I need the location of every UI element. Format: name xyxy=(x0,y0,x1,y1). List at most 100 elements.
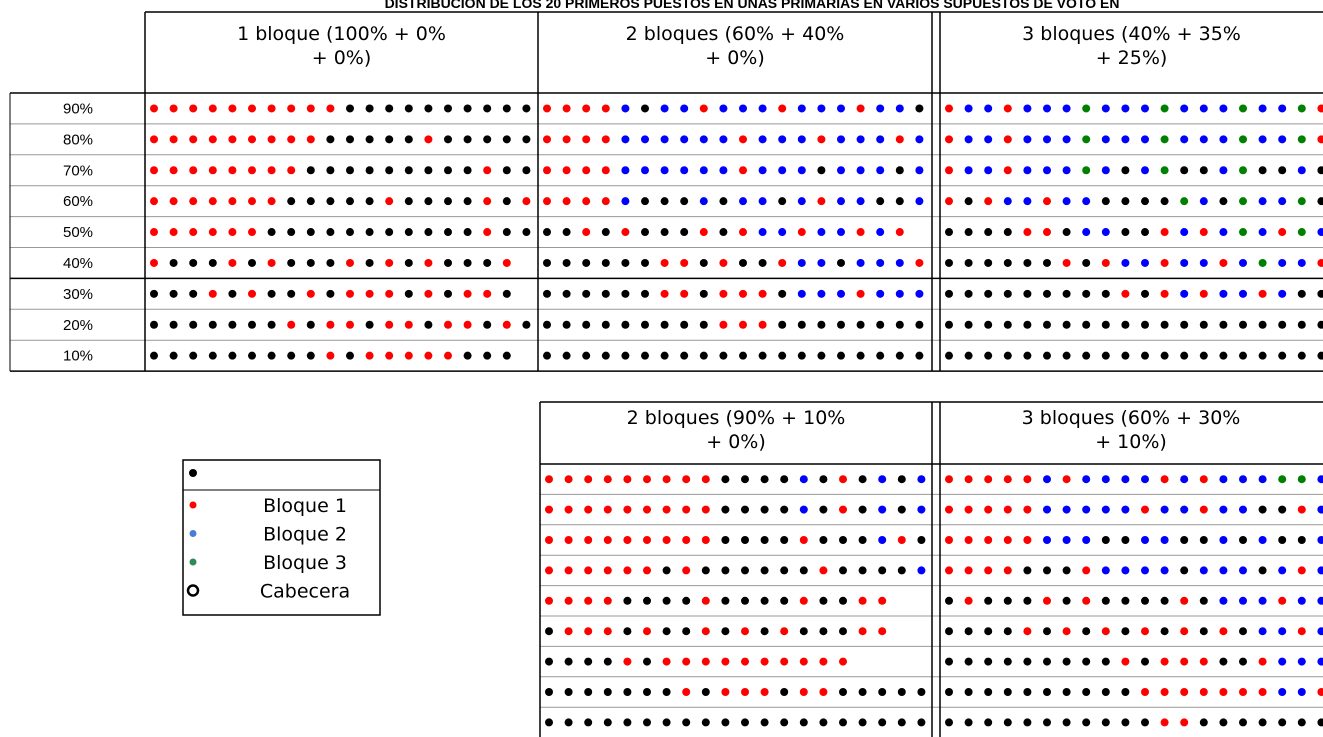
dot xyxy=(1317,566,1323,575)
dot xyxy=(1160,536,1169,544)
dot xyxy=(1180,351,1189,360)
dot xyxy=(876,228,885,237)
dot xyxy=(945,627,953,636)
dot xyxy=(837,258,845,267)
dot xyxy=(582,258,591,267)
dot xyxy=(641,258,649,267)
dot xyxy=(385,320,394,329)
dot xyxy=(895,258,904,267)
dot xyxy=(1219,505,1228,514)
dot xyxy=(306,351,315,360)
dot xyxy=(1219,351,1228,360)
dot xyxy=(897,688,906,696)
dot xyxy=(1239,197,1247,206)
dot xyxy=(385,351,394,360)
dot xyxy=(856,135,865,144)
dot xyxy=(641,135,649,144)
dot xyxy=(601,197,610,206)
legend-box xyxy=(182,459,381,616)
dot xyxy=(248,135,256,144)
dot xyxy=(1199,135,1208,144)
dot xyxy=(839,718,847,727)
dot xyxy=(839,627,847,636)
dot xyxy=(623,475,632,484)
dot xyxy=(1003,505,1012,514)
dot xyxy=(150,289,158,298)
dot xyxy=(483,289,492,298)
dot xyxy=(189,320,198,329)
dot xyxy=(721,566,730,575)
dot xyxy=(621,104,630,113)
dot xyxy=(837,135,845,144)
dot xyxy=(1062,627,1071,636)
dot xyxy=(945,135,953,144)
dot xyxy=(1317,135,1323,144)
dot xyxy=(267,197,276,206)
dot xyxy=(1278,197,1287,206)
dot xyxy=(797,228,806,237)
title: DISTRIBUCIÓN DE LOS 20 PRIMEROS PUESTOS … xyxy=(385,0,1120,11)
dot xyxy=(404,104,413,113)
dot xyxy=(984,536,993,544)
dot xyxy=(150,197,158,206)
dot xyxy=(741,627,749,636)
dot xyxy=(721,657,730,666)
dot xyxy=(404,135,413,144)
dot xyxy=(208,104,217,113)
dot xyxy=(562,135,571,144)
dot xyxy=(562,197,571,206)
dot xyxy=(582,135,591,144)
dot xyxy=(758,351,767,360)
dot xyxy=(915,258,924,267)
dot xyxy=(682,657,691,666)
dot xyxy=(463,135,472,144)
dot xyxy=(502,166,511,175)
dot xyxy=(878,475,887,484)
dot xyxy=(701,566,710,575)
dot xyxy=(1219,627,1228,636)
dot xyxy=(1239,627,1247,636)
dot xyxy=(1043,197,1051,206)
dot xyxy=(169,351,178,360)
dot xyxy=(1121,166,1130,175)
dot xyxy=(699,166,708,175)
dot xyxy=(1199,688,1208,696)
dot xyxy=(483,228,492,237)
dot xyxy=(1199,197,1208,206)
dot xyxy=(623,505,632,514)
dot xyxy=(1003,718,1012,727)
dot xyxy=(1023,289,1032,298)
dot xyxy=(945,475,953,484)
dot xyxy=(228,320,237,329)
dot xyxy=(543,289,551,298)
dot xyxy=(208,289,217,298)
dot xyxy=(564,657,573,666)
dot xyxy=(641,197,649,206)
dot xyxy=(819,688,828,696)
dot xyxy=(404,258,413,267)
dot xyxy=(1199,566,1208,575)
dot xyxy=(701,505,710,514)
dot xyxy=(463,351,472,360)
dot xyxy=(1023,596,1032,605)
dot xyxy=(917,475,926,484)
dot xyxy=(189,166,198,175)
dot xyxy=(601,351,610,360)
dot xyxy=(917,566,926,575)
dot xyxy=(876,258,885,267)
dot xyxy=(858,475,867,484)
dot xyxy=(660,320,669,329)
dot xyxy=(680,320,689,329)
dot xyxy=(819,718,828,727)
dot xyxy=(502,289,511,298)
dot xyxy=(1317,258,1323,267)
dot xyxy=(876,197,885,206)
dot xyxy=(1278,596,1287,605)
dot xyxy=(1317,289,1323,298)
dot xyxy=(1258,566,1267,575)
dot xyxy=(1180,505,1189,514)
dot xyxy=(1258,596,1267,605)
dot xyxy=(1082,351,1091,360)
dot xyxy=(603,596,612,605)
dot xyxy=(917,505,926,514)
